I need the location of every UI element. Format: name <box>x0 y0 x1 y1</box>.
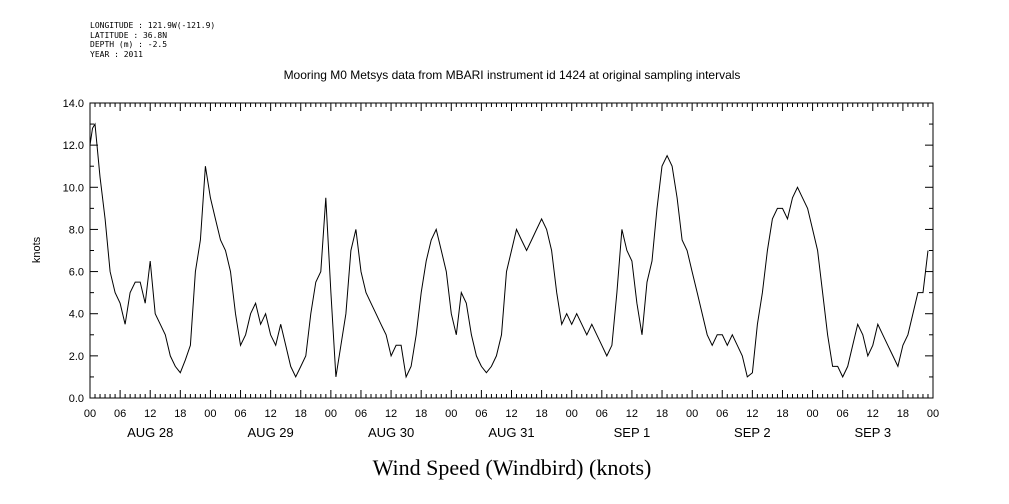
x-tick-label: 06 <box>114 408 126 420</box>
x-day-label: SEP 2 <box>734 425 771 440</box>
series-line <box>89 122 929 379</box>
y-tick-label: 6.0 <box>69 267 84 279</box>
x-tick-label: 18 <box>174 408 186 420</box>
x-tick-label: 18 <box>656 408 668 420</box>
x-day-label: AUG 29 <box>248 425 294 440</box>
x-tick-label: 12 <box>505 408 517 420</box>
x-tick-label: 12 <box>385 408 397 420</box>
y-tick-label: 8.0 <box>69 224 84 236</box>
latitude-text: LATITUDE : 36.8N <box>90 30 168 40</box>
x-day-label: SEP 3 <box>854 425 891 440</box>
x-tick-label: 12 <box>746 408 758 420</box>
year-text: YEAR : 2011 <box>90 49 143 59</box>
x-tick-label: 00 <box>84 408 96 420</box>
y-tick-label: 0.0 <box>69 393 84 405</box>
x-tick-label: 00 <box>806 408 818 420</box>
x-tick-label: 12 <box>265 408 277 420</box>
x-day-label: AUG 31 <box>488 425 534 440</box>
y-tick-label: 2.0 <box>69 351 84 363</box>
x-tick-label: 00 <box>325 408 337 420</box>
x-tick-label: 18 <box>535 408 547 420</box>
x-tick-label: 00 <box>445 408 457 420</box>
y-tick-label: 10.0 <box>63 182 84 194</box>
y-tick-label: 14.0 <box>63 98 84 110</box>
x-tick-label: 12 <box>144 408 156 420</box>
x-tick-label: 00 <box>927 408 939 420</box>
x-tick-label: 00 <box>686 408 698 420</box>
y-axis-label: knots <box>31 236 43 263</box>
x-tick-label: 00 <box>204 408 216 420</box>
x-day-label: SEP 1 <box>614 425 651 440</box>
x-tick-label: 12 <box>867 408 879 420</box>
x-tick-label: 06 <box>475 408 487 420</box>
x-tick-label: 18 <box>897 408 909 420</box>
metadata-block: LONGITUDE : 121.9W(-121.9) LATITUDE : 36… <box>90 21 215 59</box>
x-tick-label: 18 <box>295 408 307 420</box>
depth-text: DEPTH (m) : -2.5 <box>90 40 168 49</box>
x-day-label: AUG 28 <box>127 425 173 440</box>
x-tick-label: 06 <box>837 408 849 420</box>
chart-title: Mooring M0 Metsys data from MBARI instru… <box>284 68 741 82</box>
series-layer <box>89 122 929 379</box>
x-day-label: AUG 30 <box>368 425 414 440</box>
x-tick-label: 00 <box>566 408 578 420</box>
x-tick-label: 06 <box>234 408 246 420</box>
x-axis: 00 06 12 18 00 06 12 18 00 06 12 18 00 06 12 18 00 06 12 18… <box>84 103 939 440</box>
x-tick-label: 06 <box>596 408 608 420</box>
y-tick-label: 12.0 <box>63 140 84 152</box>
x-tick-label: 18 <box>776 408 788 420</box>
x-tick-label: 06 <box>716 408 728 420</box>
x-tick-label: 12 <box>626 408 638 420</box>
y-axis: 0.0 2.0 4.0 6.0 8.0 10.0 12.0 14.0 <box>63 98 933 405</box>
x-axis-title: Wind Speed (Windbird) (knots) <box>373 455 652 480</box>
x-tick-label: 18 <box>415 408 427 420</box>
y-tick-label: 4.0 <box>69 309 84 321</box>
x-tick-label: 06 <box>355 408 367 420</box>
longitude-text: LONGITUDE : 121.9W(-121.9) <box>90 21 216 30</box>
